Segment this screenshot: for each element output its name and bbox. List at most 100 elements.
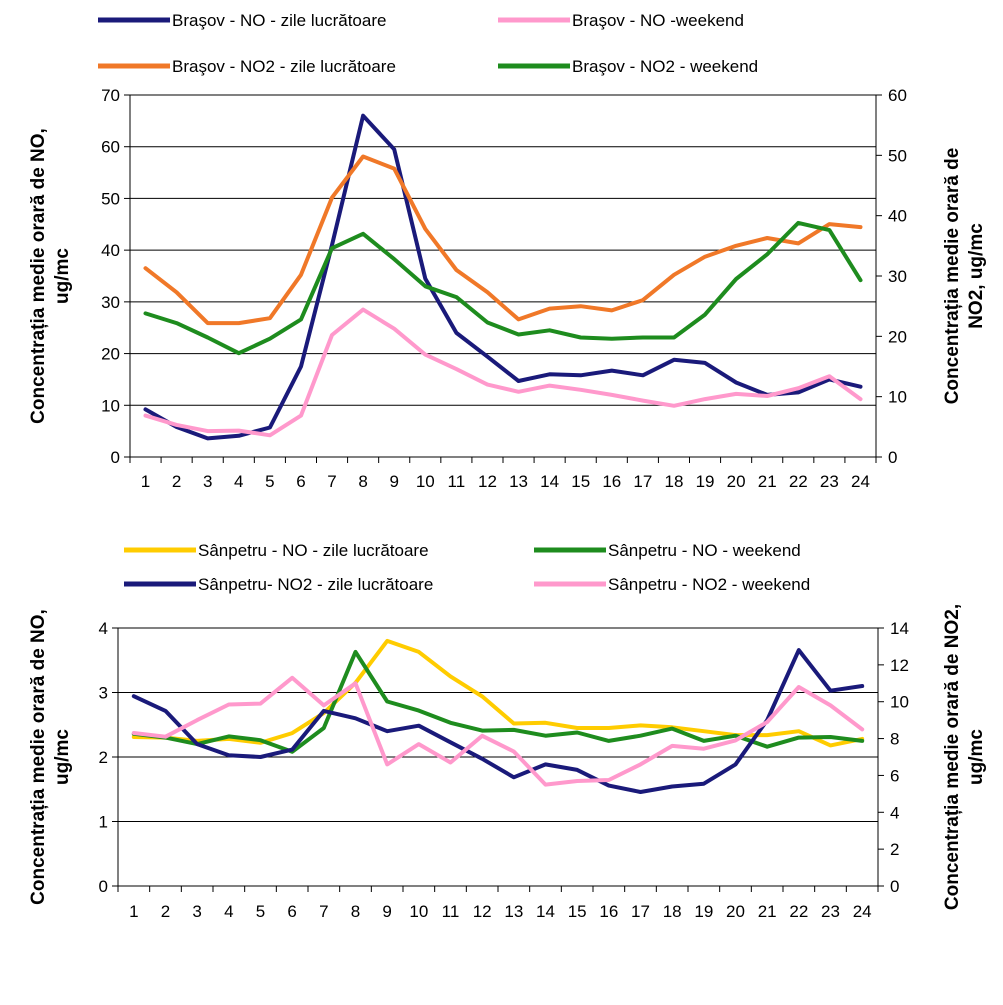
x-tick-label: 5	[256, 902, 265, 921]
x-tick-label: 10	[416, 472, 435, 491]
x-tick-label: 4	[224, 902, 233, 921]
legend-entry: Braşov - NO -weekend	[498, 11, 744, 30]
x-tick-label: 21	[758, 472, 777, 491]
series-line	[143, 220, 863, 356]
x-tick-label: 1	[129, 902, 138, 921]
x-tick-label: 15	[568, 902, 587, 921]
x-tick-label: 14	[540, 472, 559, 491]
x-tick-label: 10	[409, 902, 428, 921]
x-tick-label: 17	[631, 902, 650, 921]
x-tick-label: 7	[327, 472, 336, 491]
y-right-tick-label: 0	[888, 448, 897, 467]
x-tick-label: 19	[696, 472, 715, 491]
legend-label: Braşov - NO2 - zile lucrătoare	[172, 57, 396, 76]
x-tick-label: 11	[442, 902, 460, 921]
y-right-tick-label: 50	[888, 146, 907, 165]
x-tick-label: 16	[599, 902, 618, 921]
legend-label: Sânpetru- NO2 - zile lucrătoare	[198, 575, 433, 594]
series-line	[143, 113, 863, 441]
series-line	[131, 648, 865, 794]
x-tick-label: 2	[172, 472, 181, 491]
y-left-tick-label: 4	[99, 619, 108, 638]
legend-entry: Sânpetru - NO - weekend	[534, 541, 801, 560]
x-tick-label: 17	[633, 472, 652, 491]
x-tick-label: 15	[571, 472, 590, 491]
y-left-tick-label: 60	[101, 138, 120, 157]
x-tick-label: 22	[789, 902, 808, 921]
x-tick-label: 20	[726, 902, 745, 921]
y-left-tick-label: 3	[99, 684, 108, 703]
legend-entry: Sânpetru - NO - zile lucrătoare	[124, 541, 429, 560]
y-right-axis-title-line: NO2, ug/mc	[966, 223, 987, 329]
legend-label: Sânpetru - NO - zile lucrătoare	[198, 541, 429, 560]
y-left-axis-title-line: ug/mc	[52, 729, 73, 785]
x-tick-label: 9	[382, 902, 391, 921]
series-line	[131, 675, 865, 787]
y-left-tick-label: 0	[111, 448, 120, 467]
series-line	[143, 307, 863, 438]
legend-entry: Sânpetru - NO2 - weekend	[534, 575, 810, 594]
y-left-axis-title: Concentrația medie orară de NO, ug/mc	[28, 128, 73, 424]
x-tick-label: 4	[234, 472, 243, 491]
y-left-axis-title-line: Concentrația medie orară de NO,	[28, 128, 49, 424]
y-left-tick-label: 0	[99, 877, 108, 896]
y-right-tick-label: 30	[888, 267, 907, 286]
x-tick-label: 11	[448, 472, 466, 491]
y-right-tick-label: 8	[890, 730, 899, 749]
x-tick-label: 23	[821, 902, 840, 921]
y-right-tick-label: 10	[890, 693, 909, 712]
x-tick-label: 18	[664, 472, 683, 491]
legend-entry: Braşov - NO - zile lucrătoare	[98, 11, 386, 30]
y-left-tick-label: 1	[99, 813, 108, 832]
y-right-tick-label: 20	[888, 327, 907, 346]
y-left-axis-title: Concentrația medie orară de NO, ug/mc	[28, 609, 73, 905]
x-tick-label: 8	[351, 902, 360, 921]
legend-label: Braşov - NO2 - weekend	[572, 57, 758, 76]
legend-entry: Sânpetru- NO2 - zile lucrătoare	[124, 575, 433, 594]
legend-label: Braşov - NO - zile lucrătoare	[172, 11, 386, 30]
x-tick-label: 19	[694, 902, 713, 921]
legend-label: Sânpetru - NO - weekend	[608, 541, 801, 560]
x-tick-label: 14	[536, 902, 555, 921]
y-right-tick-label: 4	[890, 803, 899, 822]
x-tick-label: 24	[851, 472, 870, 491]
y-right-tick-label: 2	[890, 840, 899, 859]
series-line	[143, 154, 863, 326]
y-right-axis-title: Concentrația medie orară de NO2, ug/mc	[942, 604, 987, 910]
y-right-tick-label: 60	[888, 86, 907, 105]
y-right-axis-title-line: Concentrația medie orară de NO2,	[942, 604, 963, 910]
x-tick-label: 23	[820, 472, 839, 491]
y-right-axis-title-line: ug/mc	[966, 729, 987, 785]
x-tick-label: 1	[141, 472, 150, 491]
x-tick-label: 7	[319, 902, 328, 921]
x-tick-label: 16	[602, 472, 621, 491]
x-tick-label: 18	[663, 902, 682, 921]
x-tick-label: 3	[203, 472, 212, 491]
y-right-tick-label: 0	[890, 877, 899, 896]
x-tick-label: 2	[161, 902, 170, 921]
y-right-axis-title: Concentrația medie orară de NO2, ug/mc	[942, 148, 987, 405]
y-right-tick-label: 40	[888, 207, 907, 226]
legend-label: Sânpetru - NO2 - weekend	[608, 575, 810, 594]
y-right-tick-label: 10	[888, 388, 907, 407]
y-right-tick-label: 14	[890, 619, 909, 638]
y-left-tick-label: 50	[101, 189, 120, 208]
x-tick-label: 24	[853, 902, 872, 921]
x-tick-label: 13	[504, 902, 523, 921]
y-right-tick-label: 6	[890, 766, 899, 785]
x-tick-label: 12	[473, 902, 492, 921]
y-left-axis-title-line: ug/mc	[52, 248, 73, 304]
y-left-tick-label: 10	[101, 396, 120, 415]
y-left-tick-label: 20	[101, 345, 120, 364]
x-tick-label: 13	[509, 472, 528, 491]
y-left-tick-label: 30	[101, 293, 120, 312]
legend-label: Braşov - NO -weekend	[572, 11, 744, 30]
y-right-axis-title-line: Concentrația medie orară de	[942, 148, 963, 405]
x-tick-label: 5	[265, 472, 274, 491]
legend-entry: Braşov - NO2 - zile lucrătoare	[98, 57, 396, 76]
y-left-tick-label: 40	[101, 241, 120, 260]
